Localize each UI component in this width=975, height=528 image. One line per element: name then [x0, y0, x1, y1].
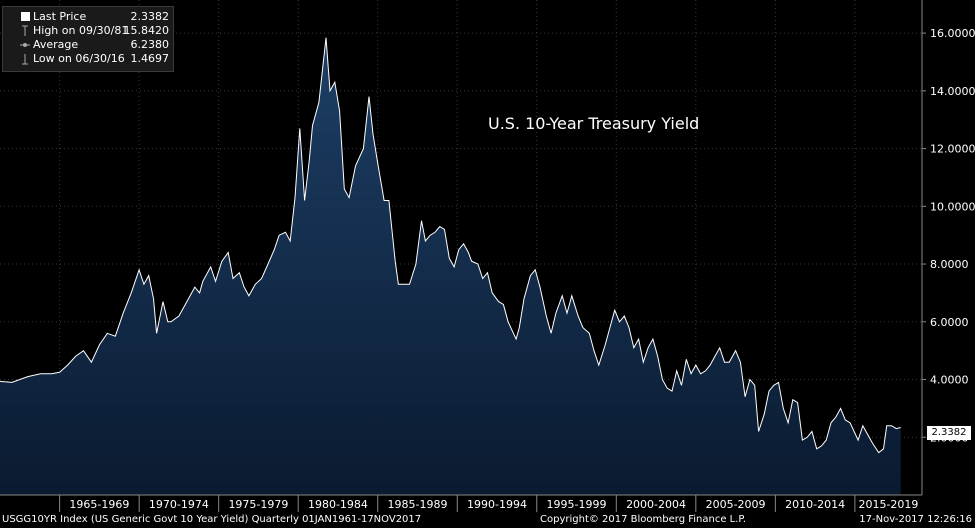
legend-row-high: High on 09/30/81 15.8420 [3, 24, 171, 38]
x-tick-label: 2000-2004 [626, 498, 686, 511]
square-marker-icon [19, 10, 31, 24]
y-tick-label: 4.0000 [930, 374, 969, 387]
y-tick-label: 10.0000 [930, 200, 975, 213]
legend-row-low: Low on 06/30/16 1.4697 [3, 52, 171, 66]
footer-timestamp: 17-Nov-2017 12:26:16 [859, 514, 972, 525]
last-price-marker: 2.3382 [927, 426, 971, 440]
legend-value: 1.4697 [130, 52, 170, 65]
y-tick-label: 16.0000 [930, 27, 975, 40]
x-tick-label: 1990-1994 [467, 498, 527, 511]
legend-value: 6.2380 [130, 38, 170, 51]
x-tick-label: 1970-1974 [149, 498, 209, 511]
legend: Last Price 2.3382 High on 09/30/81 15.84… [2, 6, 174, 72]
x-tick-label: 1975-1979 [228, 498, 288, 511]
footer-copyright: Copyright© 2017 Bloomberg Finance L.P. [540, 514, 747, 525]
legend-label: High on 09/30/81 [33, 24, 129, 37]
y-tick-label: 6.0000 [930, 316, 969, 329]
x-tick-label: 1995-1999 [547, 498, 607, 511]
y-tick-label: 12.0000 [930, 143, 975, 156]
legend-value: 15.8420 [123, 24, 170, 37]
chart-title: U.S. 10-Year Treasury Yield [488, 114, 700, 133]
legend-label: Low on 06/30/16 [33, 52, 125, 65]
x-tick-label: 1985-1989 [388, 498, 448, 511]
yield-area [0, 37, 901, 495]
low-marker-icon [19, 52, 31, 66]
x-tick-label: 2015-2019 [858, 498, 918, 511]
legend-row-average: Average 6.2380 [3, 38, 171, 52]
yield-line [0, 37, 901, 454]
legend-value: 2.3382 [130, 10, 170, 23]
average-marker-icon [19, 38, 31, 52]
y-tick-label: 8.0000 [930, 258, 969, 271]
y-tick-label: 14.0000 [930, 85, 975, 98]
x-tick-labels: 1965-1969 1970-1974 1975-1979 1980-1984 1985… [59, 495, 918, 512]
x-tick-label: 2005-2009 [706, 498, 766, 511]
x-tick-label: 2010-2014 [785, 498, 845, 511]
legend-label: Last Price [33, 10, 87, 23]
legend-row-last-price: Last Price 2.3382 [3, 10, 171, 24]
legend-label: Average [33, 38, 79, 51]
footer-index-info: USGG10YR Index (US Generic Govt 10 Year … [2, 514, 422, 525]
x-tick-label: 1965-1969 [69, 498, 129, 511]
high-marker-icon [19, 24, 31, 38]
x-tick-label: 1980-1984 [308, 498, 368, 511]
